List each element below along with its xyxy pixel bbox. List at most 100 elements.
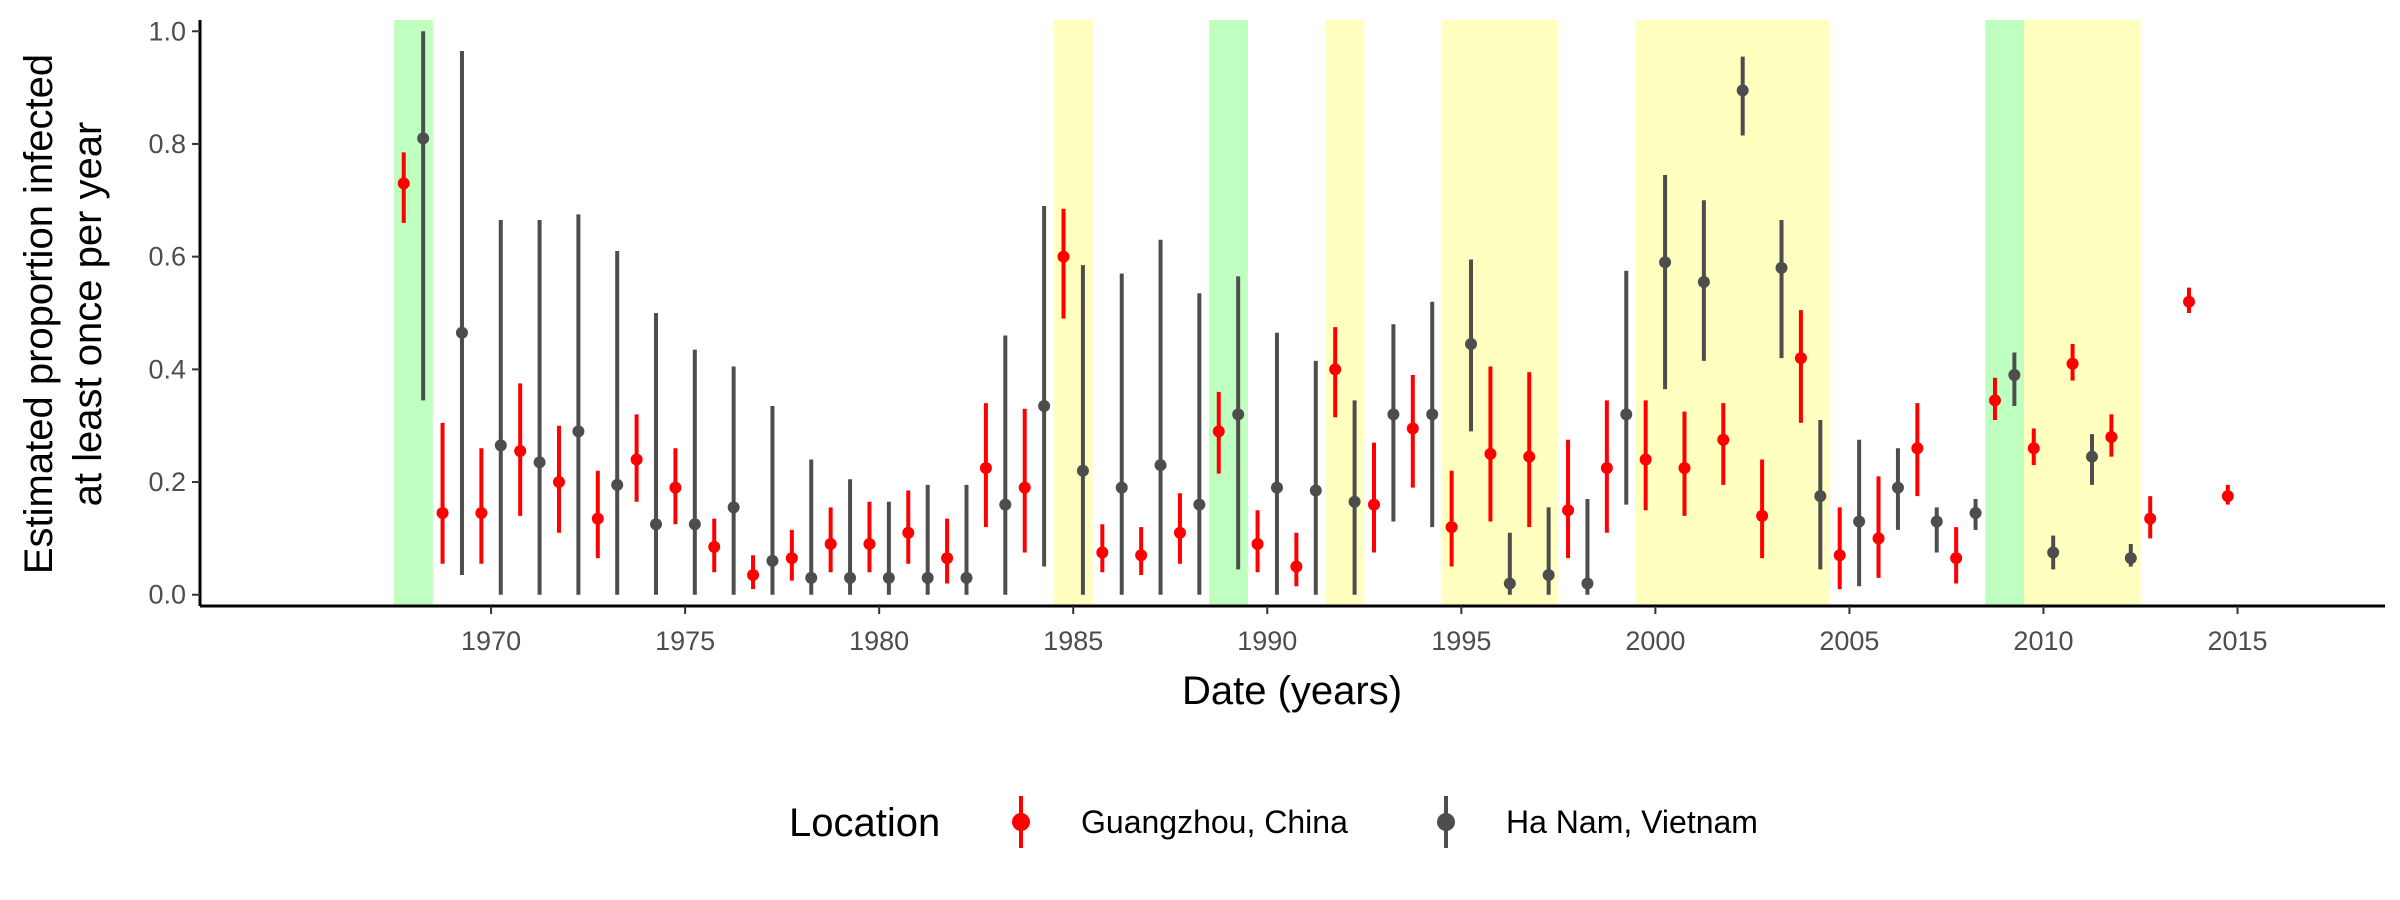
y-axis-title-line-1: Estimated proportion infected xyxy=(17,54,61,574)
point-1992 xyxy=(1348,495,1361,508)
x-tick-label-2000: 2000 xyxy=(1625,626,1685,656)
point-1994 xyxy=(1406,422,1419,435)
background-band-7 xyxy=(2024,20,2141,606)
point-1980 xyxy=(882,571,895,584)
y-tick-label-0.2: 0.2 xyxy=(148,467,186,497)
legend-key-hanam-dot xyxy=(1437,813,1455,831)
y-axis-title-line-2: at least once per year xyxy=(66,122,110,507)
point-1982 xyxy=(960,571,973,584)
legend-label-guangzhou: Guangzhou, China xyxy=(1081,804,1348,840)
y-tick-label-0.0: 0.0 xyxy=(148,580,186,610)
point-2001 xyxy=(1697,276,1710,289)
point-2015 xyxy=(2221,490,2234,503)
point-1979 xyxy=(824,538,837,551)
point-2012 xyxy=(2124,552,2137,565)
point-1978 xyxy=(805,571,818,584)
point-2014 xyxy=(2183,295,2196,308)
background-band-5 xyxy=(1635,20,1831,606)
x-axis-title: Date (years) xyxy=(1182,669,1402,713)
point-1970 xyxy=(475,507,488,520)
point-1969 xyxy=(436,507,449,520)
background-band-2 xyxy=(1209,20,1248,606)
point-1981 xyxy=(921,571,934,584)
point-1983 xyxy=(999,498,1012,511)
x-tick-label-1995: 1995 xyxy=(1431,626,1491,656)
point-1974 xyxy=(650,518,663,531)
point-2007 xyxy=(1911,442,1924,455)
background-band-3 xyxy=(1325,20,1365,606)
point-2006 xyxy=(1891,481,1904,494)
point-2010 xyxy=(2047,546,2060,559)
series-guangzhou xyxy=(397,152,2234,590)
point-2004 xyxy=(1814,490,1827,503)
point-1985 xyxy=(1076,464,1089,477)
point-1995 xyxy=(1445,521,1458,534)
point-1990 xyxy=(1270,481,1283,494)
point-1968 xyxy=(417,132,430,145)
point-2003 xyxy=(1756,509,1769,522)
point-1978 xyxy=(785,552,798,565)
point-2013 xyxy=(2144,512,2157,525)
point-2007 xyxy=(1930,515,1943,528)
point-1992 xyxy=(1329,363,1342,376)
x-tick-label-2010: 2010 xyxy=(2013,626,2073,656)
point-1994 xyxy=(1426,408,1439,421)
point-2005 xyxy=(1853,515,1866,528)
point-1987 xyxy=(1154,459,1167,472)
point-1988 xyxy=(1193,498,1206,511)
legend: Location Guangzhou, China Ha Nam, Vietna… xyxy=(789,796,1758,848)
y-tick-label-1.0: 1.0 xyxy=(148,16,186,46)
x-tick-label-1980: 1980 xyxy=(849,626,909,656)
point-2006 xyxy=(1872,532,1885,545)
point-1987 xyxy=(1135,549,1148,562)
point-1976 xyxy=(708,540,721,553)
axes: 1970 1975 1980 1985 1990 1995 2000 2005 2010 2015… xyxy=(148,16,2385,656)
background-band-1 xyxy=(1053,20,1093,606)
x-tick-label-2005: 2005 xyxy=(1819,626,1879,656)
legend-key-hanam xyxy=(1437,796,1455,848)
point-1990 xyxy=(1251,538,1264,551)
point-1986 xyxy=(1115,481,1128,494)
point-1968 xyxy=(397,177,410,190)
point-2003 xyxy=(1775,261,1788,274)
point-1984 xyxy=(1018,481,1031,494)
y-ticks: 0.0 0.2 0.4 0.6 0.8 1.0 xyxy=(148,16,200,610)
background-band-6 xyxy=(1985,20,2025,606)
point-1991 xyxy=(1309,484,1322,497)
point-2009 xyxy=(2008,368,2021,381)
point-1983 xyxy=(979,461,992,474)
point-1980 xyxy=(863,538,876,551)
legend-title: Location xyxy=(789,801,940,845)
point-2010 xyxy=(2027,442,2040,455)
point-2000 xyxy=(1639,453,1652,466)
point-1988 xyxy=(1173,526,1186,539)
point-1977 xyxy=(766,554,779,567)
x-ticks: 1970 1975 1980 1985 1990 1995 2000 2005 2010 2015 xyxy=(461,606,2268,656)
point-2009 xyxy=(1988,394,2001,407)
point-1989 xyxy=(1212,425,1225,438)
point-1986 xyxy=(1096,546,1109,559)
point-2008 xyxy=(1969,507,1982,520)
series-hanam xyxy=(417,31,2137,595)
legend-key-guangzhou-dot xyxy=(1012,813,1030,831)
point-1997 xyxy=(1523,450,1536,463)
point-1999 xyxy=(1600,461,1613,474)
point-1972 xyxy=(552,476,565,489)
point-1996 xyxy=(1484,447,1497,460)
x-tick-label-1970: 1970 xyxy=(461,626,521,656)
point-1969 xyxy=(455,326,468,339)
point-2008 xyxy=(1950,552,1963,565)
point-1981 xyxy=(902,526,915,539)
legend-key-guangzhou xyxy=(1012,796,1030,848)
point-2000 xyxy=(1659,256,1672,269)
x-tick-label-1975: 1975 xyxy=(655,626,715,656)
x-tick-label-1990: 1990 xyxy=(1237,626,1297,656)
x-tick-label-1985: 1985 xyxy=(1043,626,1103,656)
point-1976 xyxy=(727,501,740,514)
point-1996 xyxy=(1503,577,1516,590)
y-tick-label-0.8: 0.8 xyxy=(148,129,186,159)
point-2011 xyxy=(2066,357,2079,370)
point-2002 xyxy=(1717,433,1730,446)
y-tick-label-0.6: 0.6 xyxy=(148,242,186,272)
